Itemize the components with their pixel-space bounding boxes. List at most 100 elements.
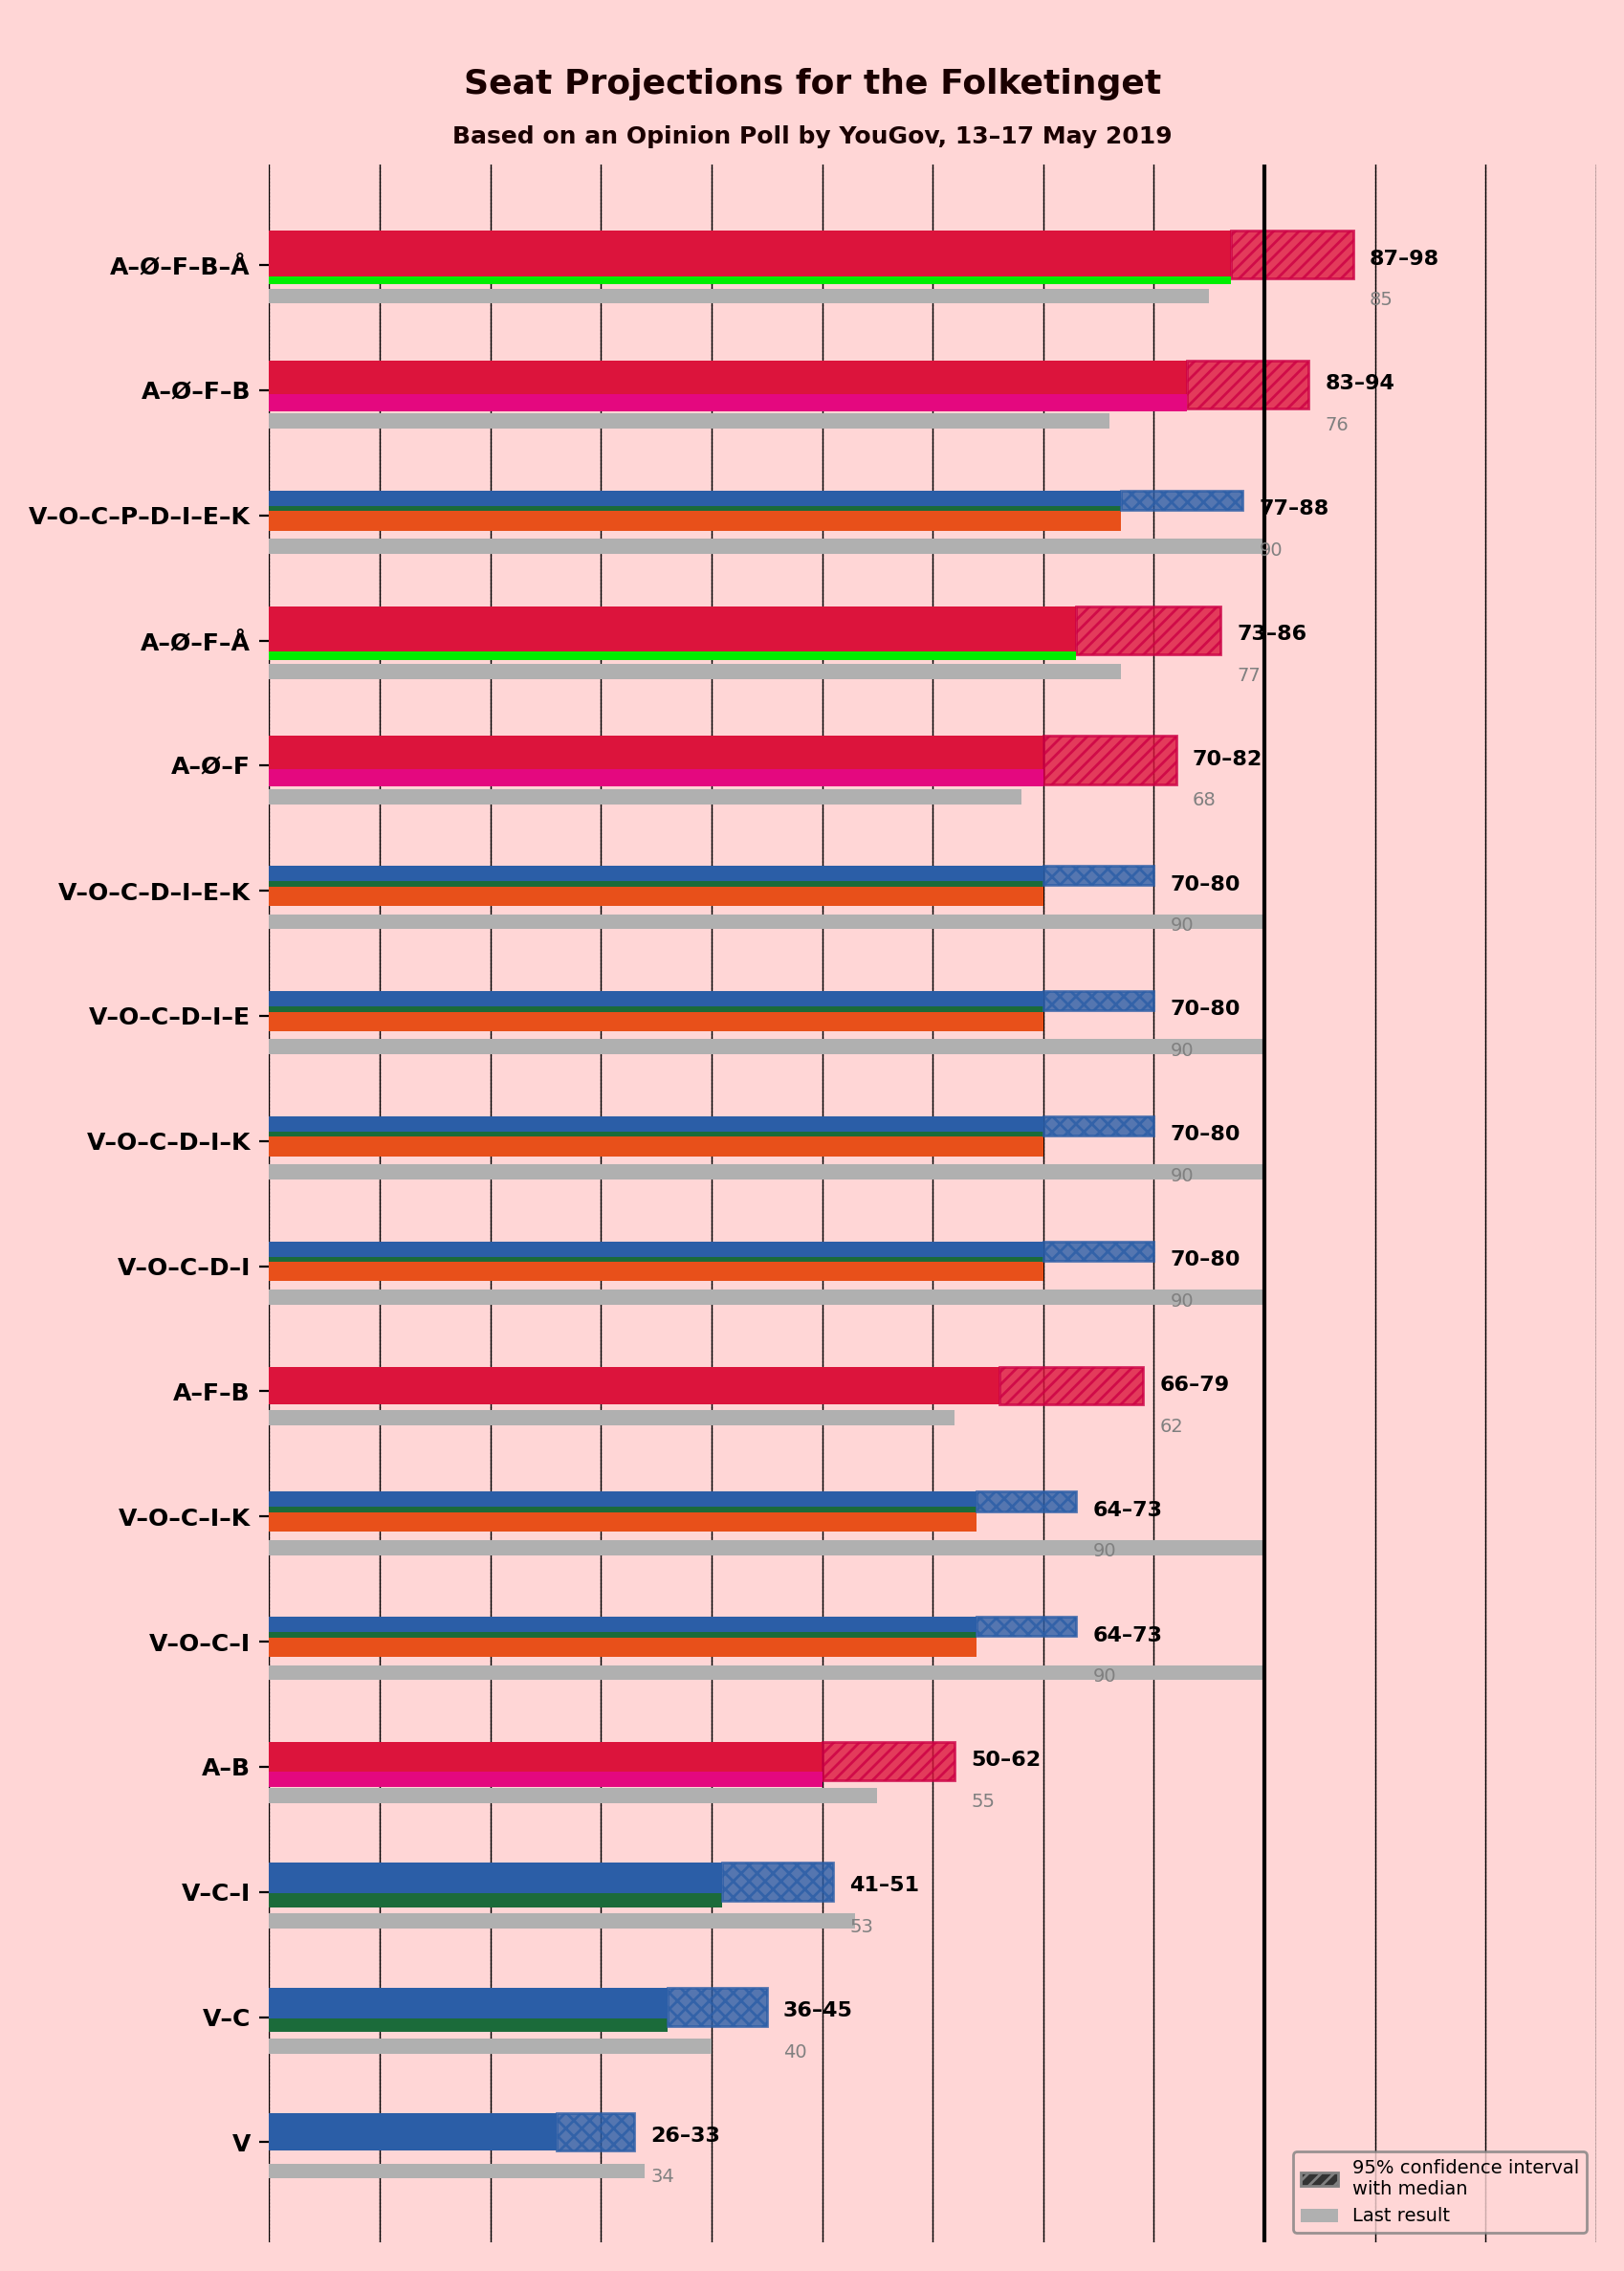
Bar <box>270 1013 1043 1031</box>
Bar <box>270 1508 976 1515</box>
Bar <box>270 990 1043 1011</box>
Bar <box>270 1771 822 1787</box>
Bar <box>1043 865 1153 886</box>
Text: 87–98: 87–98 <box>1369 250 1439 268</box>
Text: 55: 55 <box>971 1792 994 1810</box>
Bar <box>270 2019 667 2033</box>
Text: 90: 90 <box>1169 1292 1194 1310</box>
Bar <box>270 915 1263 929</box>
Text: 34: 34 <box>650 2169 674 2187</box>
Bar <box>270 2112 557 2151</box>
Bar <box>270 2039 711 2053</box>
Text: 85: 85 <box>1369 291 1392 309</box>
Text: 62: 62 <box>1158 1417 1182 1435</box>
Text: 70–80: 70–80 <box>1169 874 1241 895</box>
Bar <box>270 277 1231 284</box>
Text: 77: 77 <box>1236 665 1260 684</box>
Bar <box>270 1138 1043 1156</box>
Bar <box>270 1894 723 1908</box>
Bar <box>822 1742 955 1780</box>
Bar <box>270 881 1043 890</box>
Text: 70–80: 70–80 <box>1169 1124 1241 1145</box>
Bar <box>270 1987 667 2026</box>
Text: 53: 53 <box>849 1917 874 1937</box>
Text: 36–45: 36–45 <box>783 2001 853 2021</box>
Text: 66–79: 66–79 <box>1158 1376 1229 1394</box>
Bar <box>270 1256 1043 1265</box>
Bar <box>557 2112 633 2151</box>
Text: 40: 40 <box>783 2044 807 2062</box>
Bar <box>270 663 1121 679</box>
Bar <box>270 1006 1043 1015</box>
Bar <box>1043 990 1153 1011</box>
Bar <box>976 1492 1075 1510</box>
Text: 73–86: 73–86 <box>1236 625 1306 643</box>
Bar <box>270 1742 822 1780</box>
Bar <box>270 1665 1263 1681</box>
Bar <box>976 1617 1075 1635</box>
Bar <box>1231 232 1353 279</box>
Text: 50–62: 50–62 <box>971 1751 1041 1769</box>
Text: 77–88: 77–88 <box>1259 500 1328 518</box>
Bar <box>270 1367 999 1406</box>
Bar <box>270 770 1043 786</box>
Text: 90: 90 <box>1093 1542 1116 1560</box>
Bar <box>270 393 1187 411</box>
Text: 83–94: 83–94 <box>1325 375 1393 393</box>
Text: 90: 90 <box>1169 1167 1194 1185</box>
Bar <box>270 288 1208 304</box>
Text: 64–73: 64–73 <box>1093 1626 1163 1644</box>
Text: 26–33: 26–33 <box>650 2126 719 2146</box>
Bar <box>270 413 1109 429</box>
Bar <box>270 736 1043 783</box>
Bar <box>270 1290 1263 1306</box>
Bar <box>270 1492 976 1510</box>
Text: 70–80: 70–80 <box>1169 999 1241 1020</box>
Bar <box>270 1617 976 1635</box>
Bar <box>270 606 1075 654</box>
Bar <box>270 886 1043 906</box>
Text: 90: 90 <box>1169 917 1194 936</box>
Text: 90: 90 <box>1169 1042 1194 1061</box>
Bar <box>270 865 1043 886</box>
Bar <box>270 1787 877 1803</box>
Bar <box>270 652 1075 661</box>
Bar <box>723 1862 833 1901</box>
Bar <box>1075 606 1220 654</box>
Bar <box>270 1040 1263 1054</box>
Legend: 95% confidence interval
with median, Last result: 95% confidence interval with median, Las… <box>1293 2151 1587 2232</box>
Bar <box>270 1912 854 1928</box>
Text: 64–73: 64–73 <box>1093 1501 1163 1519</box>
Text: 90: 90 <box>1093 1667 1116 1685</box>
Bar <box>1121 491 1242 511</box>
Bar <box>270 232 1231 279</box>
Bar <box>270 491 1121 511</box>
Text: 70–82: 70–82 <box>1192 749 1262 770</box>
Bar <box>270 1512 976 1531</box>
Text: Seat Projections for the Folketinget: Seat Projections for the Folketinget <box>463 68 1161 100</box>
Bar <box>270 1410 955 1426</box>
Bar <box>270 788 1020 804</box>
Text: 70–80: 70–80 <box>1169 1251 1241 1269</box>
Bar <box>667 1987 767 2026</box>
Bar <box>270 1633 976 1640</box>
Bar <box>1043 1242 1153 1260</box>
Bar <box>270 1165 1263 1179</box>
Bar <box>270 506 1121 513</box>
Text: 41–51: 41–51 <box>849 1876 919 1896</box>
Bar <box>270 1117 1043 1136</box>
Text: 76: 76 <box>1325 416 1348 434</box>
Bar <box>270 1540 1263 1556</box>
Bar <box>270 538 1263 554</box>
Text: Based on an Opinion Poll by YouGov, 13–17 May 2019: Based on an Opinion Poll by YouGov, 13–1… <box>453 125 1171 148</box>
Bar <box>270 361 1187 409</box>
Bar <box>270 2164 645 2178</box>
Bar <box>270 1242 1043 1260</box>
Bar <box>1043 1117 1153 1136</box>
Text: 68: 68 <box>1192 793 1215 811</box>
Bar <box>1187 361 1307 409</box>
Bar <box>270 1637 976 1658</box>
Bar <box>270 1131 1043 1140</box>
Bar <box>999 1367 1142 1406</box>
Text: 90: 90 <box>1259 540 1281 559</box>
